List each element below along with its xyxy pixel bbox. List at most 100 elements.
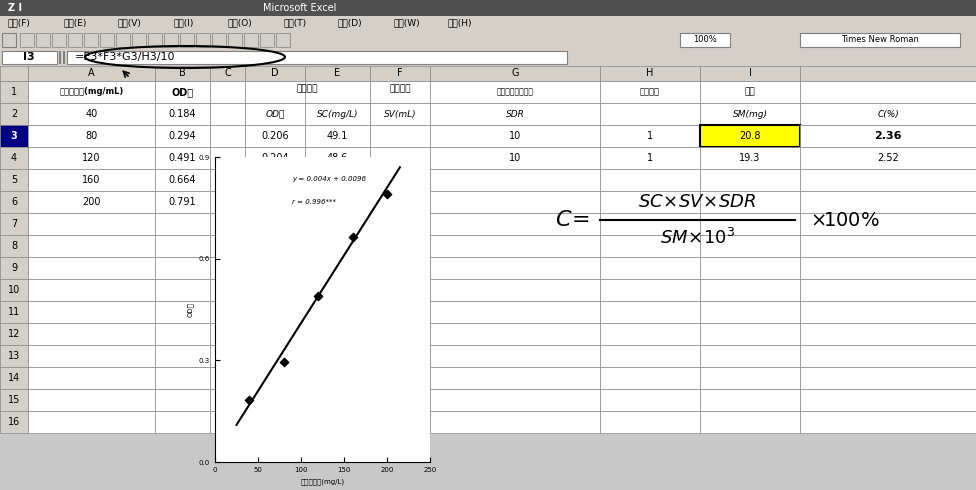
- Bar: [0, 345, 28, 367]
- Bar: [800, 323, 976, 345]
- Text: 80: 80: [85, 131, 98, 141]
- Bar: [245, 147, 305, 169]
- Bar: [430, 66, 600, 81]
- Bar: [155, 103, 210, 125]
- Bar: [430, 389, 600, 411]
- Bar: [155, 411, 210, 433]
- Bar: [700, 323, 800, 345]
- Bar: [800, 213, 976, 235]
- Bar: [370, 66, 430, 81]
- Bar: [245, 257, 305, 279]
- Bar: [36, 33, 50, 47]
- Bar: [276, 33, 290, 47]
- Text: C: C: [224, 69, 231, 78]
- Bar: [305, 323, 370, 345]
- Text: SM(mg): SM(mg): [733, 109, 767, 119]
- Bar: [0, 323, 28, 345]
- Bar: [68, 33, 82, 47]
- Bar: [67, 51, 567, 64]
- Text: 10: 10: [508, 153, 521, 163]
- Bar: [28, 301, 155, 323]
- Text: y = 0.004x + 0.0096: y = 0.004x + 0.0096: [293, 176, 366, 182]
- Bar: [430, 279, 600, 301]
- Bar: [148, 33, 162, 47]
- Bar: [245, 279, 305, 301]
- Text: 样品浓度: 样品浓度: [297, 84, 318, 94]
- Text: OD值: OD值: [265, 109, 285, 119]
- Bar: [305, 147, 370, 169]
- Bar: [210, 81, 245, 103]
- Bar: [210, 323, 245, 345]
- Bar: [430, 301, 600, 323]
- Bar: [680, 33, 730, 47]
- Bar: [155, 191, 210, 213]
- Bar: [305, 367, 370, 389]
- Text: SV(mL): SV(mL): [384, 109, 417, 119]
- Text: E: E: [335, 69, 341, 78]
- Bar: [800, 33, 960, 47]
- Text: 1: 1: [11, 87, 17, 97]
- Bar: [28, 66, 155, 81]
- Bar: [800, 389, 976, 411]
- Text: $C\!=\!$: $C\!=\!$: [555, 210, 590, 230]
- Bar: [0, 103, 28, 125]
- Bar: [100, 33, 114, 47]
- Text: 0.294: 0.294: [169, 131, 196, 141]
- Bar: [700, 411, 800, 433]
- Text: 数据(D): 数据(D): [338, 19, 363, 27]
- Text: 7: 7: [11, 219, 18, 229]
- Point: [380, 190, 395, 198]
- Text: 视图(V): 视图(V): [118, 19, 142, 27]
- Bar: [430, 323, 600, 345]
- Bar: [0, 257, 28, 279]
- Bar: [210, 169, 245, 191]
- Text: 插入(I): 插入(I): [173, 19, 193, 27]
- Bar: [430, 125, 600, 147]
- Bar: [370, 411, 430, 433]
- Text: 12: 12: [8, 329, 20, 339]
- Text: 0.791: 0.791: [169, 197, 196, 207]
- Bar: [305, 345, 370, 367]
- Bar: [600, 169, 700, 191]
- Text: 100%: 100%: [693, 35, 717, 45]
- Bar: [700, 191, 800, 213]
- Text: D: D: [271, 69, 279, 78]
- Text: SDR: SDR: [506, 109, 524, 119]
- Bar: [800, 301, 976, 323]
- Bar: [305, 411, 370, 433]
- Bar: [305, 81, 370, 103]
- Bar: [305, 257, 370, 279]
- Text: 9: 9: [11, 263, 17, 273]
- Text: A: A: [88, 69, 95, 78]
- Bar: [0, 213, 28, 235]
- Bar: [305, 279, 370, 301]
- Bar: [28, 147, 155, 169]
- Bar: [370, 103, 430, 125]
- Point: [242, 396, 258, 404]
- Bar: [800, 345, 976, 367]
- Bar: [430, 81, 600, 103]
- Text: 4: 4: [11, 153, 17, 163]
- Bar: [600, 103, 700, 125]
- Bar: [700, 81, 800, 103]
- Bar: [0, 0, 976, 16]
- Bar: [800, 191, 976, 213]
- Bar: [305, 169, 370, 191]
- Bar: [28, 81, 155, 103]
- Bar: [210, 411, 245, 433]
- Text: 49.1: 49.1: [327, 131, 348, 141]
- Bar: [430, 411, 600, 433]
- Bar: [0, 367, 28, 389]
- Text: Microsoft Excel: Microsoft Excel: [264, 3, 337, 13]
- Text: $SM\!\times\!10^3$: $SM\!\times\!10^3$: [660, 228, 735, 248]
- Bar: [28, 389, 155, 411]
- Bar: [430, 191, 600, 213]
- Bar: [600, 147, 700, 169]
- Bar: [155, 147, 210, 169]
- Text: C(%): C(%): [877, 109, 899, 119]
- Bar: [370, 301, 430, 323]
- Bar: [305, 389, 370, 411]
- Bar: [600, 125, 700, 147]
- Bar: [430, 345, 600, 367]
- Text: 工具(T): 工具(T): [283, 19, 306, 27]
